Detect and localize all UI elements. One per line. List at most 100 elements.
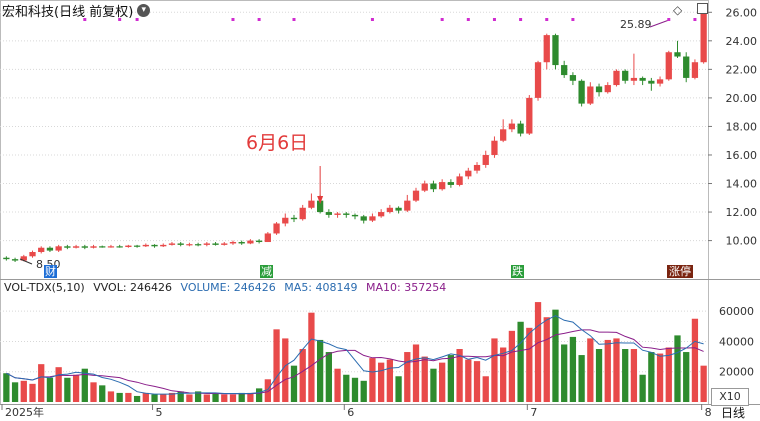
volume-bar: [299, 349, 306, 402]
window-toggle-button[interactable]: [697, 3, 708, 14]
candle-body: [343, 213, 350, 215]
volume-bar: [595, 349, 603, 402]
event-dot: [231, 18, 235, 21]
candle-body: [116, 246, 123, 248]
volume-bar: [369, 358, 376, 402]
candle-body: [369, 216, 376, 221]
candle-body: [491, 140, 498, 155]
candle-body: [151, 244, 158, 247]
candle-body: [55, 246, 62, 251]
candle-body: [203, 243, 210, 245]
candle-body: [648, 80, 655, 84]
chevron-down-icon[interactable]: ▾: [137, 3, 151, 17]
price-tick-label: 24.00: [726, 35, 758, 48]
volume-ma-lines: [6, 315, 704, 395]
volume-bar: [72, 374, 80, 402]
price-tick-label: 14.00: [726, 178, 758, 191]
price-tick-label: 12.00: [726, 206, 758, 219]
volume-bar: [203, 394, 210, 402]
candle-body: [11, 259, 19, 261]
volume-bar: [604, 339, 611, 402]
volume-bar: [508, 330, 516, 402]
volume-bar: [64, 377, 71, 402]
date-annotation: 6月6日: [246, 132, 309, 154]
volume-bar: [665, 347, 672, 402]
marker-fall[interactable]: 跌: [511, 265, 524, 278]
volume-bar: [613, 338, 620, 402]
volume-tick-label: 60000: [719, 305, 754, 318]
candle-body: [465, 170, 472, 177]
period-label[interactable]: 日线: [721, 406, 746, 420]
candle-body: [325, 212, 332, 215]
volume-bar: [177, 391, 184, 402]
volume-bar: [439, 362, 446, 402]
candle-body: [160, 244, 167, 247]
low-label-pointer: [19, 258, 33, 265]
candle-body: [72, 246, 80, 248]
event-dot: [667, 18, 671, 21]
marker-finance[interactable]: 财: [44, 265, 57, 278]
candle-body: [29, 252, 36, 257]
candle-body: [386, 207, 394, 213]
candle-body: [212, 243, 219, 245]
volume-bar: [482, 376, 489, 402]
price-tick-label: 22.00: [726, 63, 758, 76]
candle-body: [395, 207, 402, 211]
time-tick-label: 7: [530, 406, 537, 419]
event-dot: [135, 18, 139, 21]
candle-body: [543, 35, 550, 63]
volume-bar: [308, 312, 315, 402]
candle-body: [534, 62, 542, 98]
volume-indicator-name[interactable]: VOL-TDX(5,10): [4, 281, 85, 294]
volume-bar: [90, 382, 97, 402]
high-label-pointer: [649, 19, 670, 28]
candle-body: [578, 80, 585, 104]
volume-bar: [125, 392, 132, 402]
candle-body: [421, 183, 428, 191]
candle-body: [683, 56, 690, 78]
volume-bar: [630, 349, 638, 402]
volume-bar: [247, 392, 254, 402]
time-tick-label: 5: [156, 406, 163, 419]
marker-limit-up[interactable]: 涨停: [667, 265, 693, 278]
marker-reduce[interactable]: 减: [260, 265, 273, 278]
time-tick-label: 8: [705, 406, 712, 419]
volume-bar: [386, 359, 394, 402]
candle-body: [229, 242, 237, 244]
volume-bar: [683, 352, 690, 402]
volume-bar: [421, 356, 428, 402]
candle-body: [64, 246, 71, 248]
candle-body: [360, 216, 367, 221]
volume-bar: [238, 392, 245, 402]
zoom-button[interactable]: X10: [711, 388, 749, 406]
volume-bar: [11, 382, 19, 402]
candle-body: [439, 182, 446, 190]
volume-bar: [212, 392, 219, 402]
volume-bar: [99, 385, 106, 402]
volume-bar: [186, 394, 193, 402]
candle-body: [99, 246, 106, 248]
candle-body: [90, 246, 97, 248]
stock-title: 宏和科技(日线 前复权): [2, 4, 134, 20]
candle-body: [569, 75, 577, 81]
volume-bar: [360, 380, 367, 402]
ma5-line: [6, 315, 704, 395]
settings-diamond-icon[interactable]: ◇: [673, 3, 683, 17]
volume-bar: [465, 359, 472, 402]
price-tick-label: 26.00: [726, 6, 758, 19]
volume-bar: [55, 367, 62, 402]
candle-body: [447, 182, 455, 185]
event-dot: [292, 18, 296, 21]
candle-body: [351, 214, 359, 217]
vvol-value: VVOL: 246426: [93, 281, 173, 294]
candle-body: [613, 70, 620, 86]
volume-bar: [282, 338, 289, 402]
event-dot: [118, 18, 122, 21]
volume-bar: [46, 377, 54, 402]
volume-bar: [395, 376, 402, 402]
candle-body: [526, 97, 533, 134]
candle-body: [3, 257, 10, 260]
price-tick-label: 18.00: [726, 120, 758, 133]
arrow-head: [317, 196, 324, 204]
